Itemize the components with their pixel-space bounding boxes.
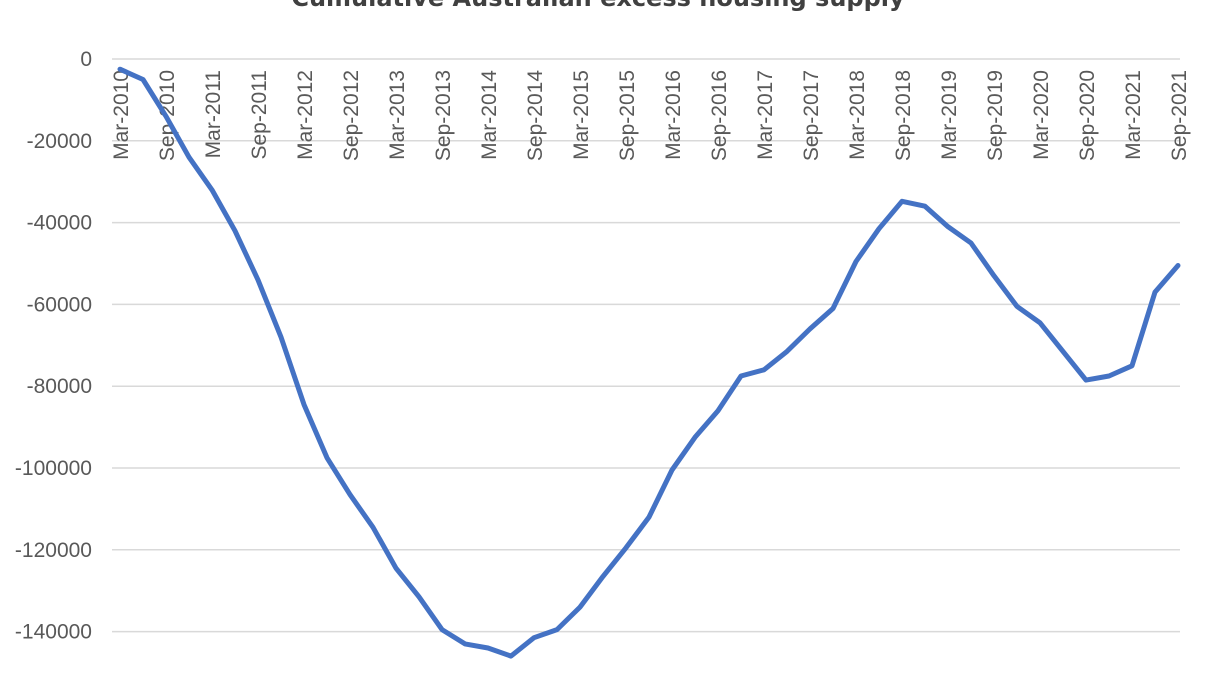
x-tick-label: Sep-2018 bbox=[892, 70, 915, 161]
x-tick-label: Sep-2015 bbox=[616, 70, 639, 161]
x-tick-label: Mar-2021 bbox=[1122, 70, 1145, 160]
x-tick-label: Mar-2014 bbox=[478, 70, 501, 160]
x-tick-label: Mar-2011 bbox=[202, 70, 225, 158]
x-tick-label: Mar-2018 bbox=[846, 70, 869, 160]
y-tick-label: -40000 bbox=[27, 212, 92, 235]
x-tick-label: Sep-2019 bbox=[984, 70, 1007, 161]
y-tick-label: 0 bbox=[80, 48, 92, 71]
y-tick-label: -60000 bbox=[27, 293, 92, 316]
x-tick-label: Sep-2012 bbox=[340, 70, 363, 161]
y-tick-label: -80000 bbox=[27, 375, 92, 398]
x-tick-label: Mar-2020 bbox=[1030, 70, 1053, 160]
x-tick-label: Mar-2017 bbox=[754, 70, 777, 160]
y-axis: 0 -20000 -40000 -60000 -80000 -100000 -120000 -… bbox=[15, 48, 92, 644]
x-tick-label: Sep-2014 bbox=[524, 70, 547, 161]
x-axis: Mar-2010 Sep-2010 Mar-2011 Sep-2011 Mar-2012… bbox=[110, 70, 1191, 161]
x-tick-label: Sep-2011 bbox=[248, 70, 271, 160]
y-tick-label: -120000 bbox=[15, 539, 92, 562]
series-line bbox=[117, 66, 1181, 659]
x-tick-label: Sep-2013 bbox=[432, 70, 455, 161]
series bbox=[117, 66, 1181, 659]
x-tick-label: Mar-2019 bbox=[938, 70, 961, 160]
y-tick-label: -20000 bbox=[27, 130, 92, 153]
x-tick-label: Mar-2012 bbox=[294, 70, 317, 160]
x-tick-label: Sep-2021 bbox=[1168, 70, 1191, 161]
x-tick-label: Mar-2015 bbox=[570, 70, 593, 160]
gridlines bbox=[112, 58, 1180, 633]
y-tick-label: -140000 bbox=[15, 621, 92, 644]
x-tick-label: Mar-2013 bbox=[386, 70, 409, 160]
x-tick-label: Sep-2017 bbox=[800, 70, 823, 161]
x-tick-label: Mar-2010 bbox=[110, 70, 133, 160]
x-tick-label: Mar-2016 bbox=[662, 70, 685, 160]
x-tick-label: Sep-2020 bbox=[1076, 70, 1099, 161]
chart-title: Cumulative Australian excess housing sup… bbox=[0, 0, 1196, 12]
x-tick-label: Sep-2016 bbox=[708, 70, 731, 161]
y-tick-label: -100000 bbox=[15, 457, 92, 480]
